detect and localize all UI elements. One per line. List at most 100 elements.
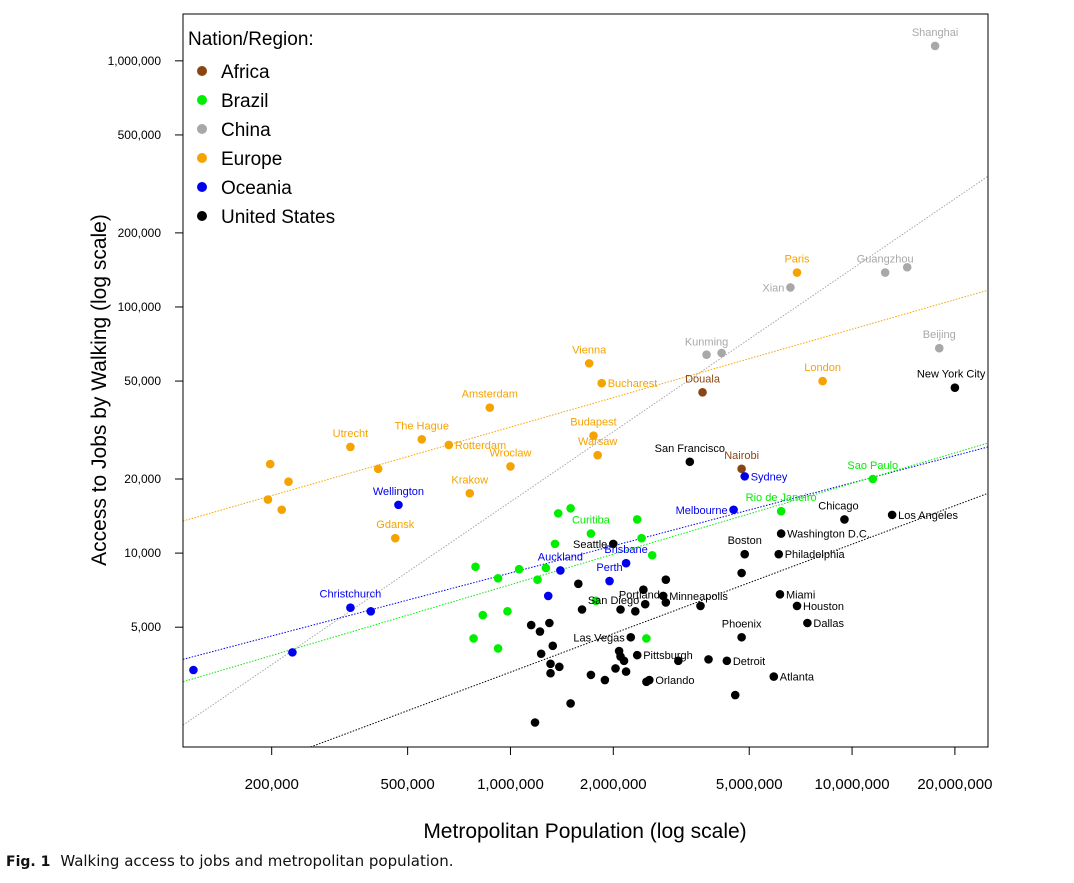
label-sao-paulo: Sao Paulo bbox=[847, 460, 898, 472]
point-united-states-40 bbox=[621, 667, 631, 676]
point-united-states-21 bbox=[696, 601, 705, 611]
point-europe-11 bbox=[373, 464, 383, 474]
label-gdansk: Gdansk bbox=[376, 519, 414, 531]
point-brazil-9 bbox=[541, 563, 551, 573]
point-china-1 bbox=[880, 268, 890, 277]
label-douala: Douala bbox=[685, 373, 721, 385]
label-kunming: Kunming bbox=[685, 337, 728, 349]
point-europe-14 bbox=[265, 459, 275, 469]
x-tick-label-1: 500,000 bbox=[381, 776, 435, 793]
point-united-states-39 bbox=[611, 664, 620, 673]
label-christchurch: Christchurch bbox=[320, 589, 382, 601]
legend-title: Nation/Region: bbox=[188, 29, 314, 50]
label-seattle: Seattle bbox=[573, 539, 607, 551]
point-europe-7 bbox=[417, 434, 427, 444]
x-axis: 200,000 500,000 1,000,000 2,000,000 5,000,00… bbox=[245, 747, 992, 793]
point-united-states-45 bbox=[704, 655, 713, 664]
label-rotterdam: Rotterdam bbox=[455, 440, 506, 452]
y-axis: 5,000 10,000 20,000 50,000 100,000 200,000 500… bbox=[108, 54, 183, 634]
point-europe-1 bbox=[818, 376, 827, 386]
label-san-francisco: San Francisco bbox=[655, 443, 725, 455]
point-oceania-8 bbox=[543, 591, 553, 601]
legend: Nation/Region: Africa Brazil China Europe Oc… bbox=[188, 29, 335, 228]
y-tick-label-3: 50,000 bbox=[124, 374, 161, 388]
label-xian: Xian bbox=[762, 282, 784, 294]
point-brazil-10 bbox=[533, 575, 542, 584]
label-sydney: Sydney bbox=[751, 471, 788, 483]
label-orlando: Orlando bbox=[655, 675, 694, 687]
point-oceania-9 bbox=[288, 648, 297, 657]
point-europe-3 bbox=[597, 378, 607, 388]
point-africa-1 bbox=[737, 464, 746, 474]
series-china bbox=[702, 41, 944, 359]
caption-text: Walking access to jobs and metropolitan … bbox=[60, 852, 454, 870]
trend-line-china bbox=[183, 175, 988, 726]
point-united-states-4 bbox=[774, 549, 784, 559]
point-africa-0 bbox=[698, 388, 707, 397]
point-united-states-0 bbox=[950, 383, 960, 392]
trend-lines bbox=[183, 175, 988, 747]
point-brazil-16 bbox=[469, 634, 478, 643]
label-nairobi: Nairobi bbox=[724, 450, 759, 462]
point-united-states-43 bbox=[642, 677, 651, 687]
point-brazil-15 bbox=[478, 610, 488, 620]
point-united-states-22 bbox=[737, 568, 746, 578]
label-amsterdam: Amsterdam bbox=[462, 389, 518, 401]
x-tick-label-2: 1,000,000 bbox=[477, 776, 544, 793]
point-oceania-5 bbox=[394, 500, 403, 510]
legend-marker-europe bbox=[197, 153, 207, 163]
x-axis-label: Metropolitan Population (log scale) bbox=[423, 820, 746, 843]
point-europe-12 bbox=[465, 488, 475, 498]
point-united-states-16 bbox=[632, 650, 642, 660]
y-tick-label-2: 20,000 bbox=[124, 472, 161, 486]
label-curitiba: Curitiba bbox=[572, 515, 611, 527]
point-china-0 bbox=[930, 41, 940, 51]
point-europe-4 bbox=[485, 403, 495, 412]
label-chicago: Chicago bbox=[818, 500, 858, 512]
point-united-states-7 bbox=[608, 539, 618, 549]
point-united-states-28 bbox=[545, 618, 554, 628]
point-europe-0 bbox=[792, 268, 802, 277]
label-shanghai: Shanghai bbox=[912, 27, 959, 39]
scatter-chart: Douala Nairobi Shanghai Guangzhou Xian Beijin… bbox=[88, 13, 992, 843]
label-brisbane: Brisbane bbox=[604, 544, 647, 556]
point-brazil-11 bbox=[514, 564, 524, 574]
point-brazil-8 bbox=[647, 550, 657, 560]
point-brazil-2 bbox=[586, 529, 596, 538]
legend-label-europe: Europe bbox=[221, 149, 282, 170]
label-perth: Perth bbox=[596, 562, 622, 574]
point-united-states-20 bbox=[661, 575, 671, 584]
label-the-hague: The Hague bbox=[395, 420, 449, 432]
point-united-states-15 bbox=[626, 632, 636, 642]
point-united-states-29 bbox=[526, 620, 536, 630]
point-brazil-14 bbox=[503, 607, 512, 616]
series-africa bbox=[698, 388, 746, 474]
point-brazil-19 bbox=[642, 634, 651, 643]
point-united-states-17 bbox=[722, 656, 732, 666]
label-warsaw: Warsaw bbox=[578, 436, 617, 448]
series-brazil bbox=[469, 474, 878, 653]
point-brazil-7 bbox=[550, 539, 560, 549]
point-europe-15 bbox=[284, 477, 293, 487]
point-oceania-6 bbox=[346, 603, 355, 613]
point-oceania-4 bbox=[556, 566, 565, 575]
point-china-5 bbox=[702, 350, 711, 359]
point-united-states-42 bbox=[600, 675, 610, 685]
point-europe-17 bbox=[277, 505, 287, 515]
label-london: London bbox=[804, 362, 841, 374]
label-bucharest: Bucharest bbox=[608, 378, 658, 390]
point-united-states-48 bbox=[530, 718, 540, 727]
y-tick-label-4: 100,000 bbox=[118, 300, 162, 314]
x-tick-label-5: 10,000,000 bbox=[815, 776, 890, 793]
label-dallas: Dallas bbox=[813, 618, 844, 630]
point-europe-6 bbox=[593, 450, 602, 460]
label-las-vegas: Las Vegas bbox=[573, 632, 625, 644]
label-detroit: Detroit bbox=[733, 656, 765, 668]
point-united-states-35 bbox=[546, 668, 555, 678]
point-europe-9 bbox=[506, 462, 515, 471]
label-guangzhou: Guangzhou bbox=[857, 254, 914, 266]
point-united-states-5 bbox=[740, 549, 750, 559]
point-europe-10 bbox=[346, 442, 355, 452]
point-china-3 bbox=[786, 283, 795, 292]
point-united-states-13 bbox=[640, 599, 650, 609]
